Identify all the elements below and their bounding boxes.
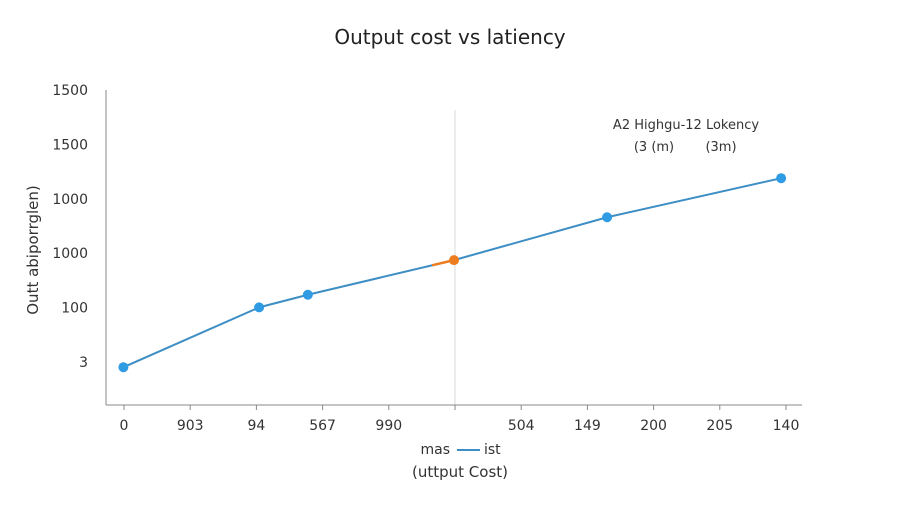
annotation-line-2a: (3 (m) xyxy=(634,140,674,155)
legend-left-label: mas xyxy=(420,442,450,458)
x-tick-label: 205 xyxy=(706,418,733,434)
x-tick-label: 0 xyxy=(120,418,129,434)
data-point xyxy=(602,212,613,223)
y-axis-label: Outt abiporrglen) xyxy=(24,185,42,315)
x-tick-label: 990 xyxy=(375,418,402,434)
x-tick-label: 567 xyxy=(309,418,336,434)
legend-right-label: ist xyxy=(484,442,501,458)
data-point xyxy=(776,173,787,184)
x-tick-label: 200 xyxy=(640,418,667,434)
x-tick-label: 903 xyxy=(177,418,204,434)
y-tick-label: 3 xyxy=(79,355,88,371)
y-tick-label: 1500 xyxy=(52,83,88,99)
x-tick-label: 504 xyxy=(508,418,535,434)
series xyxy=(122,177,782,369)
legend: mas ist xyxy=(420,442,501,458)
annotation-line-1: A2 Highgu-12 Lokency xyxy=(613,118,759,133)
x-tick-label: 149 xyxy=(574,418,601,434)
y-tick-label: 1000 xyxy=(52,246,88,262)
highlight-point xyxy=(449,255,459,266)
data-point xyxy=(302,289,313,300)
y-ticks: 1500 1500 1000 1000 100 3 xyxy=(52,83,88,371)
annotation-line-2b: (3m) xyxy=(705,140,736,155)
data-point xyxy=(254,302,265,313)
y-tick-label: 1000 xyxy=(52,192,88,208)
series-line xyxy=(122,177,782,369)
y-tick-label: 100 xyxy=(61,301,88,317)
points xyxy=(118,173,787,373)
data-point xyxy=(118,362,129,373)
axes xyxy=(105,90,802,406)
y-tick-label: 1500 xyxy=(52,137,88,153)
chart-title: Output cost vs latiency xyxy=(334,25,565,49)
x-axis-label: (uttput Cost) xyxy=(412,463,508,481)
x-tick-label: 94 xyxy=(247,418,265,434)
x-tick-label: 140 xyxy=(773,418,800,434)
x-ticks: 0 903 94 567 990 504 149 200 205 140 xyxy=(120,405,800,434)
